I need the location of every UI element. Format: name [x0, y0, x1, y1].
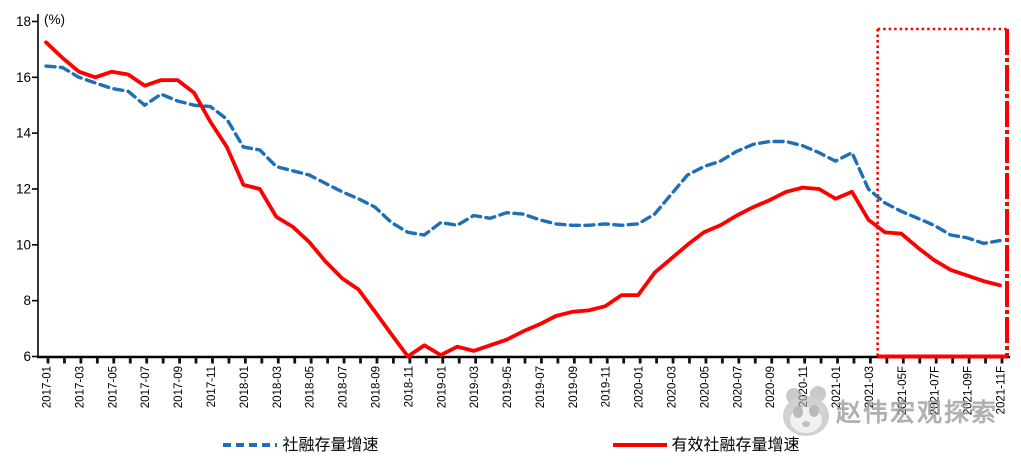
y-tick-label: 14	[16, 126, 32, 141]
x-tick-label: 2018-03	[272, 366, 284, 408]
x-tick-label: 2018-01	[239, 366, 251, 408]
plot-svg: (%) 6 8 10 12 14 16 18 2017-01 2017-03 2017-05 201…	[16, 12, 1010, 415]
x-tick-label: 2018-09	[370, 366, 382, 408]
x-tick-label: 2018-11	[403, 366, 415, 407]
y-axis-unit-label: (%)	[44, 12, 65, 27]
legend-item-series-1: 有效社融存量增速	[611, 437, 800, 453]
series-line-0	[44, 64, 1002, 246]
x-tick-label: 2021-01	[831, 366, 843, 408]
dashed-line-swatch-icon	[223, 443, 278, 447]
legend-label: 社融存量增速	[282, 435, 379, 454]
x-tick-label: 2018-07	[338, 366, 350, 408]
y-tick-label: 8	[23, 293, 31, 308]
x-tick-label: 2017-07	[140, 366, 152, 408]
x-tick-label: 2020-09	[765, 366, 777, 408]
y-tick-label: 18	[16, 14, 31, 29]
y-tick-label: 16	[16, 70, 31, 85]
x-tick-label: 2021-07F	[930, 366, 942, 415]
series-line-1	[44, 40, 1002, 359]
y-tick-label: 10	[16, 237, 31, 252]
x-tick-label: 2017-05	[107, 366, 119, 408]
x-tick-label: 2020-07	[732, 366, 744, 408]
x-tick-label: 2019-11	[601, 366, 613, 407]
x-tick-label: 2020-05	[699, 366, 711, 408]
x-tick-label: 2019-09	[568, 366, 580, 408]
x-tick-label: 2017-03	[74, 366, 86, 408]
solid-line-swatch-icon	[612, 443, 667, 447]
x-tick-label: 2021-11F	[996, 366, 1008, 414]
x-tick-label: 2019-01	[436, 366, 448, 408]
x-tick-label: 2021-03	[864, 366, 876, 408]
x-tick-label: 2021-05F	[897, 366, 909, 415]
y-tick-label: 12	[16, 181, 31, 196]
x-tick-label: 2018-05	[305, 366, 317, 408]
x-tick-label: 2019-05	[502, 366, 514, 408]
x-tick-label: 2021-09F	[963, 366, 975, 415]
legend-label: 有效社融存量增速	[671, 435, 800, 454]
x-tick-label: 2017-01	[42, 366, 54, 408]
x-tick-label: 2017-11	[206, 366, 218, 407]
legend-item-series-0: 社融存量增速	[221, 435, 379, 454]
x-tick-label: 2017-09	[173, 366, 185, 408]
x-tick-label: 2019-07	[535, 366, 547, 408]
x-tick-label: 2019-03	[469, 366, 481, 408]
x-tick-label: 2020-11	[798, 366, 810, 407]
x-tick-label: 2020-01	[634, 366, 646, 408]
y-tick-label: 6	[23, 349, 31, 364]
legend: 社融存量增速 有效社融存量增速	[0, 437, 1021, 453]
x-tick-label: 2020-03	[667, 366, 679, 408]
